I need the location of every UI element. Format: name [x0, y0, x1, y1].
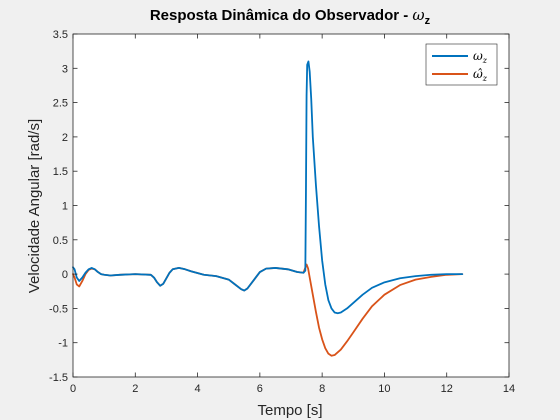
y-tick-label: 1.5: [53, 166, 68, 178]
x-tick-label: 0: [70, 383, 76, 395]
legend-symbol-series-1: ω: [473, 49, 483, 63]
x-tick-label: 6: [257, 383, 263, 395]
y-tick-label: 2.5: [53, 98, 68, 110]
legend-subscript-series-1: z: [482, 56, 488, 65]
y-tick-label: 0: [62, 269, 68, 281]
x-tick-label: 10: [378, 383, 390, 395]
x-tick-label: 12: [441, 383, 453, 395]
x-axis-label: Tempo [s]: [257, 402, 322, 419]
legend-subscript-series-2: z: [482, 74, 488, 83]
legend: ωz ω̂z: [426, 44, 497, 85]
chart-title-subscript: z: [425, 15, 431, 27]
y-tick-label: 3.5: [53, 29, 68, 41]
x-tick-label: 14: [503, 383, 515, 395]
legend-symbol-series-2: ω̂: [473, 67, 483, 81]
y-tick-label: -0.5: [49, 303, 68, 315]
chart-title-text: Resposta Dinâmica do Observador -: [150, 7, 413, 24]
plot-area: [73, 34, 509, 377]
chart-title: Resposta Dinâmica do Observador - ωz: [150, 6, 431, 27]
y-axis-label: Velocidade Angular [rad/s]: [26, 119, 43, 293]
y-tick-label: 2: [62, 132, 68, 144]
x-tick-label: 8: [319, 383, 325, 395]
x-tick-label: 2: [132, 383, 138, 395]
chart-title-symbol: ω: [412, 6, 424, 24]
x-tick-label: 4: [195, 383, 201, 395]
y-tick-label: -1.5: [49, 372, 68, 384]
y-tick-label: -1: [58, 338, 68, 350]
y-tick-label: 0.5: [53, 235, 68, 247]
y-tick-label: 3: [62, 63, 68, 75]
y-tick-label: 1: [62, 201, 68, 213]
